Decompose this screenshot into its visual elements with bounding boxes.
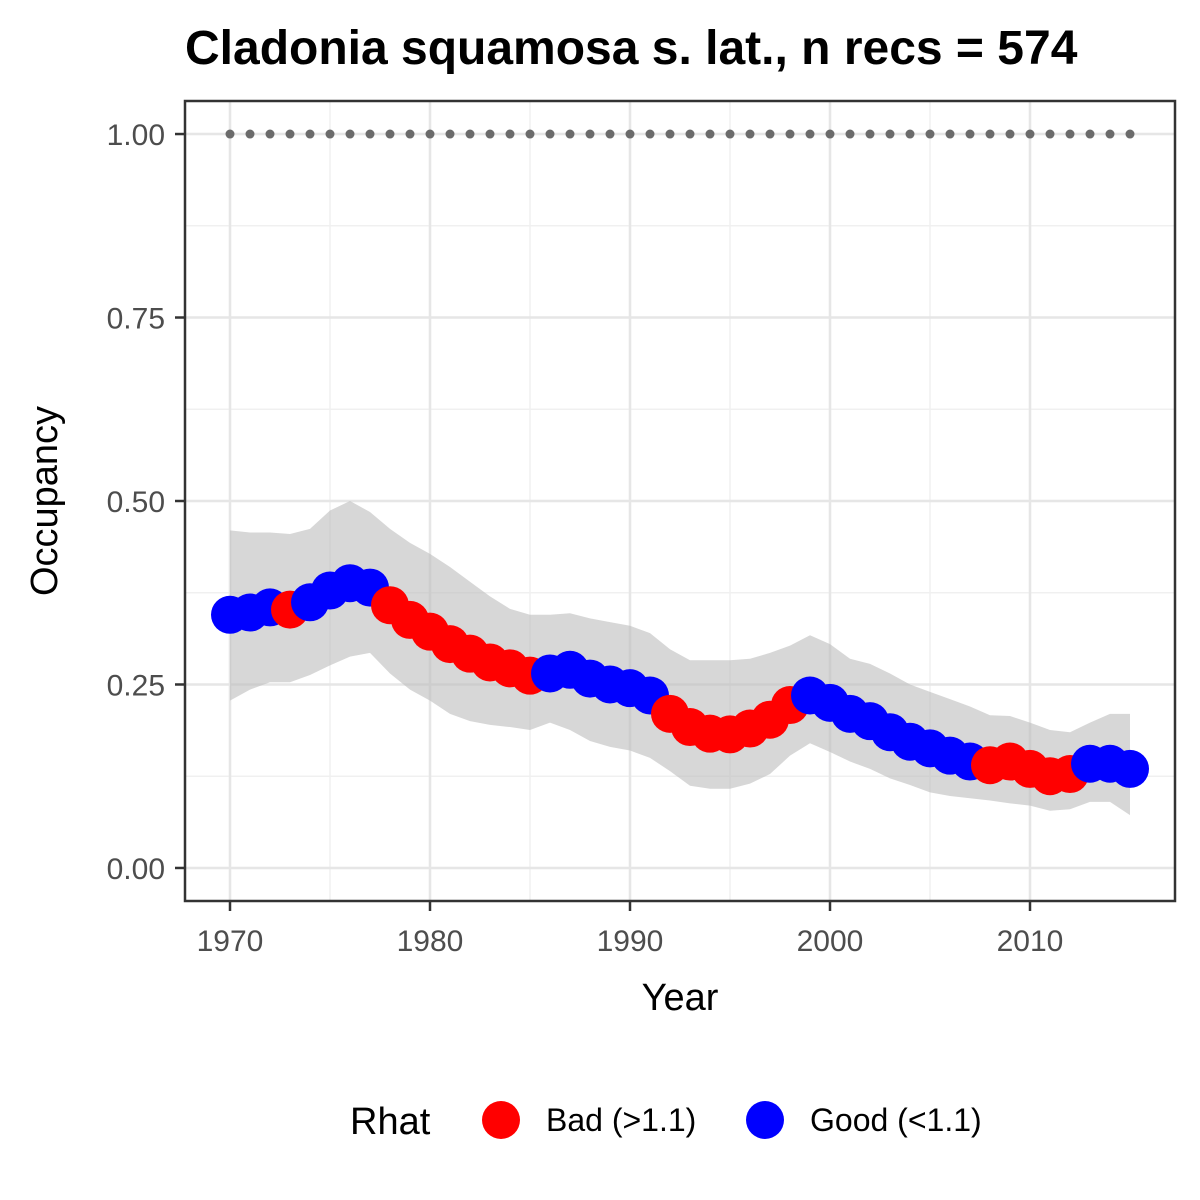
y-tick-label: 1.00: [107, 119, 165, 152]
reference-dot: [705, 129, 715, 139]
reference-dot: [805, 129, 815, 139]
reference-dot: [525, 129, 535, 139]
legend-key-good: [746, 1101, 784, 1139]
reference-dot: [765, 129, 775, 139]
reference-dot: [625, 129, 635, 139]
reference-dot: [485, 129, 495, 139]
reference-dot: [245, 129, 255, 139]
reference-dot: [1085, 129, 1095, 139]
legend-title: Rhat: [350, 1101, 431, 1143]
x-tick-label: 2000: [797, 925, 864, 958]
x-tick-label: 2010: [997, 925, 1064, 958]
reference-dot: [445, 129, 455, 139]
reference-dot: [605, 129, 615, 139]
reference-dot: [885, 129, 895, 139]
legend-label-good: Good (<1.1): [810, 1102, 982, 1138]
legend-label-bad: Bad (>1.1): [546, 1102, 696, 1138]
x-tick-label: 1980: [397, 925, 464, 958]
x-tick-label: 1990: [597, 925, 664, 958]
reference-dot: [945, 129, 955, 139]
reference-dot: [505, 129, 515, 139]
data-point: [1111, 749, 1149, 788]
reference-dot: [645, 129, 655, 139]
reference-dot: [1025, 129, 1035, 139]
reference-dot: [785, 129, 795, 139]
reference-line: [225, 129, 1135, 139]
reference-dot: [685, 129, 695, 139]
reference-dot: [665, 129, 675, 139]
reference-dot: [925, 129, 935, 139]
reference-dot: [285, 129, 295, 139]
legend-key-bad: [482, 1101, 520, 1139]
x-axis: 1970 1980 1990 2000 2010: [197, 901, 1064, 958]
reference-dot: [225, 129, 235, 139]
x-tick-label: 1970: [197, 925, 264, 958]
reference-dot: [465, 129, 475, 139]
reference-dot: [985, 129, 995, 139]
y-tick-label: 0.25: [107, 669, 165, 702]
plot-panel: [183, 99, 1177, 903]
data-points: [211, 564, 1149, 796]
reference-dot: [845, 129, 855, 139]
reference-dot: [565, 129, 575, 139]
y-axis: 0.00 0.25 0.50 0.75 1.00: [107, 119, 185, 886]
reference-dot: [585, 129, 595, 139]
reference-dot: [1005, 129, 1015, 139]
reference-dot: [825, 129, 835, 139]
reference-dot: [865, 129, 875, 139]
chart-title: Cladonia squamosa s. lat., n recs = 574: [185, 22, 1078, 75]
reference-dot: [1125, 129, 1135, 139]
legend: Rhat Bad (>1.1) Good (<1.1): [350, 1101, 982, 1143]
reference-dot: [1105, 129, 1115, 139]
reference-dot: [1045, 129, 1055, 139]
reference-dot: [905, 129, 915, 139]
y-tick-label: 0.00: [107, 853, 165, 886]
reference-dot: [965, 129, 975, 139]
reference-dot: [725, 129, 735, 139]
x-axis-title: Year: [642, 977, 719, 1019]
reference-dot: [745, 129, 755, 139]
reference-dot: [385, 129, 395, 139]
reference-dot: [545, 129, 555, 139]
reference-dot: [305, 129, 315, 139]
y-tick-label: 0.50: [107, 486, 165, 519]
reference-dot: [265, 129, 275, 139]
y-tick-label: 0.75: [107, 303, 165, 336]
reference-dot: [1065, 129, 1075, 139]
reference-dot: [365, 129, 375, 139]
reference-dot: [405, 129, 415, 139]
reference-dot: [345, 129, 355, 139]
y-axis-title: Occupancy: [24, 406, 66, 596]
reference-dot: [425, 129, 435, 139]
reference-dot: [325, 129, 335, 139]
